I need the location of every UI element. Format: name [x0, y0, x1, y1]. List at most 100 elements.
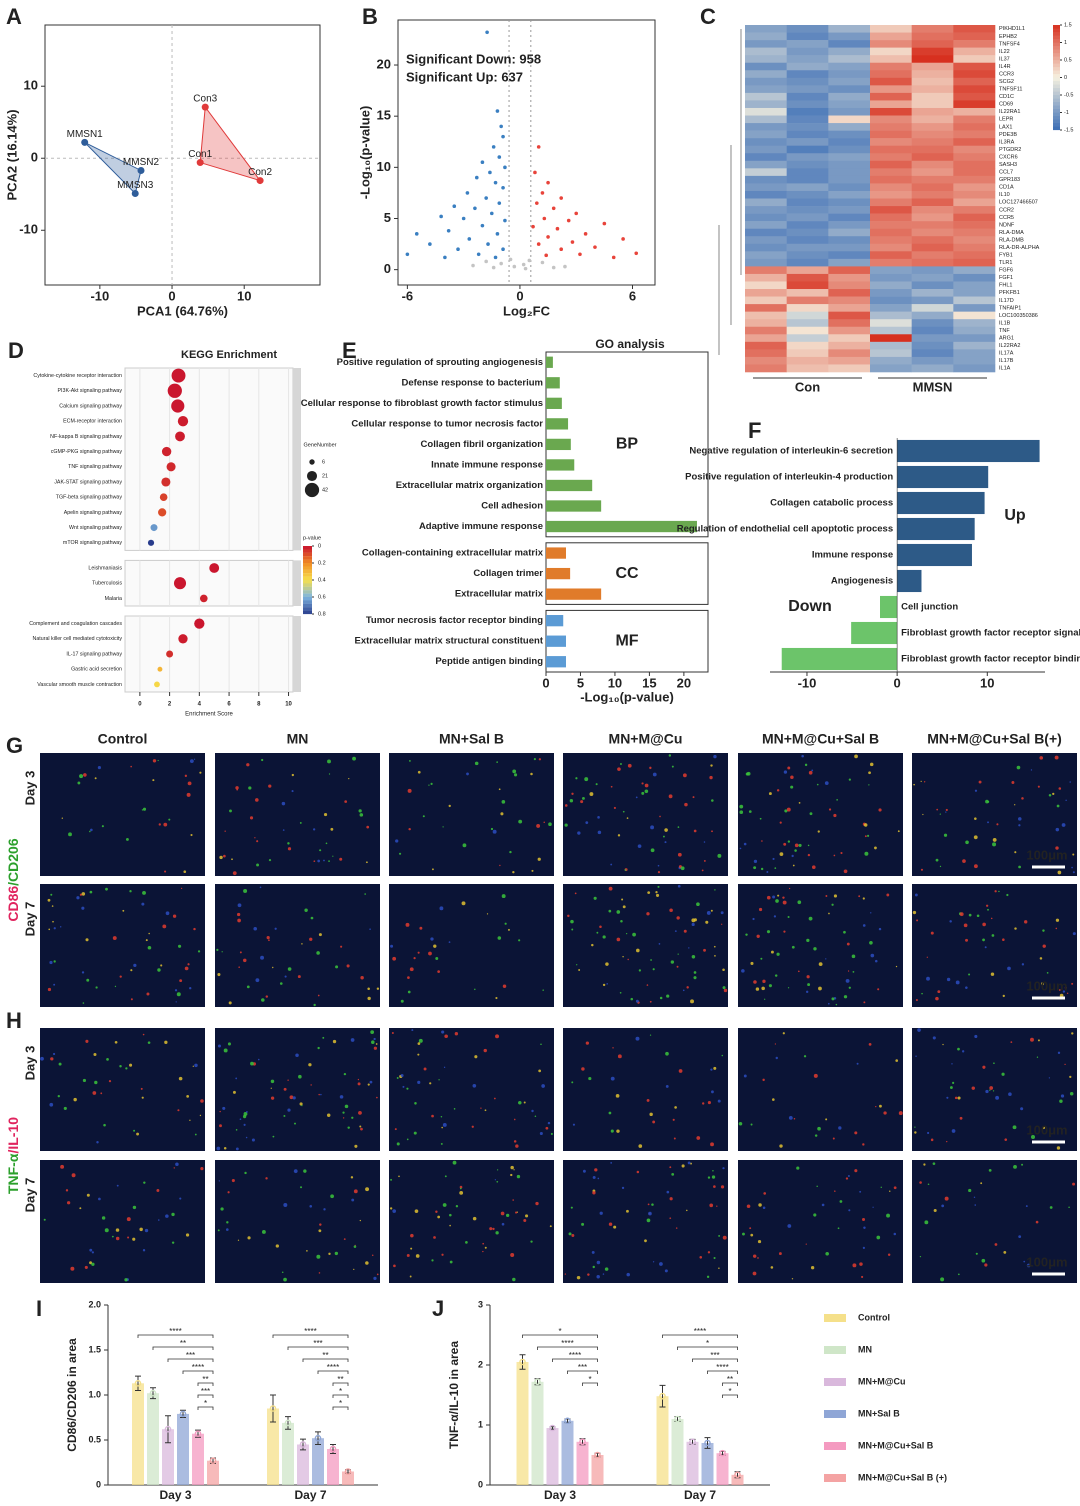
- speck: [47, 987, 52, 992]
- speck: [787, 1224, 792, 1228]
- heat-cell: [745, 213, 787, 222]
- speck: [270, 1079, 275, 1084]
- speck: [82, 1078, 87, 1083]
- speck: [225, 1228, 229, 1231]
- speck: [281, 801, 286, 806]
- speck: [791, 1278, 794, 1280]
- speck: [301, 1104, 303, 1107]
- heat-cell: [786, 62, 829, 71]
- panel-letter: I: [36, 1296, 42, 1321]
- heat-cell: [911, 296, 954, 305]
- heat-cell: [953, 100, 996, 109]
- speck: [797, 900, 802, 905]
- speck: [441, 1126, 443, 1129]
- gene-label: SCG2: [999, 79, 1014, 85]
- speck: [693, 829, 697, 833]
- legend-swatch: [824, 1410, 846, 1418]
- speck: [664, 1269, 668, 1273]
- point: [452, 204, 457, 209]
- speck: [310, 1084, 312, 1086]
- speck: [1060, 1094, 1065, 1098]
- speck: [864, 851, 869, 856]
- speck: [992, 842, 997, 847]
- heat-cell: [870, 251, 912, 260]
- speck: [299, 1102, 303, 1106]
- speck: [512, 870, 515, 874]
- heat-cell: [786, 304, 829, 312]
- bar: [686, 1441, 699, 1485]
- speck: [985, 799, 989, 804]
- speck: [782, 896, 785, 899]
- speck: [283, 1277, 287, 1282]
- speck: [758, 907, 763, 912]
- speck: [145, 939, 148, 942]
- speck: [497, 1169, 499, 1171]
- speck: [766, 871, 769, 873]
- speck: [223, 1048, 228, 1053]
- speck: [570, 919, 574, 924]
- heat-cell: [828, 62, 871, 71]
- panel-letter: H: [6, 1008, 22, 1033]
- speck: [187, 963, 190, 966]
- speck: [353, 1245, 357, 1248]
- speck: [217, 1229, 220, 1232]
- heat-cell: [953, 145, 996, 154]
- speck: [837, 1227, 840, 1230]
- speck: [194, 1063, 198, 1068]
- speck: [696, 902, 700, 907]
- speck: [706, 1275, 710, 1279]
- x-axis-label: Log₂FC: [503, 303, 551, 318]
- point: [570, 240, 575, 244]
- point: [491, 265, 496, 270]
- speck: [174, 989, 178, 992]
- annotation: Significant Down: 958: [406, 51, 541, 66]
- term-label: TNF signaling pathway: [68, 464, 122, 470]
- category-label: Cellular response to tumor necrosis fact…: [351, 418, 543, 429]
- term-label: Apelin signaling pathway: [64, 510, 123, 516]
- speck: [53, 960, 56, 963]
- speck: [320, 1093, 322, 1096]
- speck: [703, 841, 706, 843]
- bar-cap-dot: [549, 1424, 556, 1432]
- speck: [920, 780, 922, 783]
- heat-cell: [786, 168, 829, 177]
- speck: [1008, 1092, 1012, 1097]
- speck: [703, 948, 706, 952]
- speck: [676, 965, 679, 968]
- x-axis-label: -Log₁₀(p-value): [580, 689, 674, 704]
- speck: [1072, 871, 1075, 874]
- sig-label: ****: [304, 1327, 316, 1336]
- speck: [874, 959, 878, 963]
- point: [471, 263, 475, 268]
- heat-cell: [786, 198, 829, 207]
- speck: [200, 1167, 204, 1171]
- speck: [862, 1246, 866, 1250]
- heat-cell: [828, 228, 871, 237]
- speck: [879, 1104, 882, 1108]
- bar: [880, 595, 898, 619]
- speck: [255, 798, 259, 802]
- point: [405, 252, 410, 257]
- speck: [227, 1042, 231, 1046]
- speck: [942, 1043, 944, 1046]
- speck: [108, 1080, 112, 1083]
- speck: [482, 1250, 484, 1253]
- speck: [147, 945, 152, 950]
- bar: [177, 1413, 189, 1485]
- speck: [588, 1076, 592, 1081]
- heat-cell: [870, 85, 912, 94]
- speck: [455, 1205, 459, 1208]
- speck: [435, 1210, 438, 1213]
- speck: [351, 1116, 354, 1119]
- heat-cell: [870, 258, 912, 267]
- gene-label: IL3RA: [999, 139, 1015, 145]
- speck: [518, 819, 523, 824]
- sig-bracket: [197, 1406, 214, 1410]
- speck: [391, 1032, 394, 1035]
- speck: [763, 1192, 767, 1195]
- sig-label: ***: [186, 1351, 195, 1360]
- speck: [474, 761, 479, 766]
- speck: [752, 1254, 757, 1258]
- speck: [1039, 756, 1044, 760]
- error-bar: [519, 1354, 526, 1370]
